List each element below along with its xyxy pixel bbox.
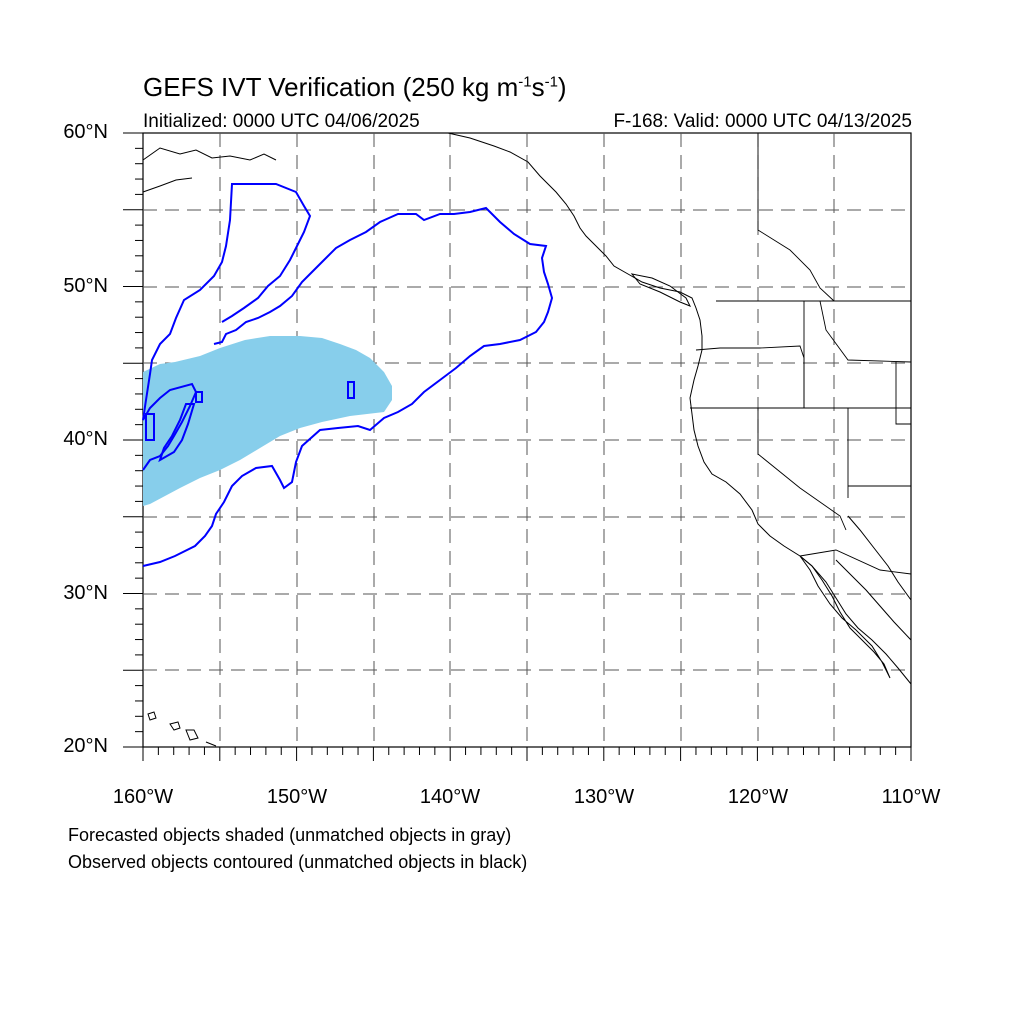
vancouver-island — [630, 273, 692, 307]
mainland-mexico — [847, 515, 912, 601]
lat-label-30: 30°N — [63, 582, 108, 604]
hawaii-island-2 — [169, 721, 181, 731]
forecast-footnote: Forecasted objects shaded (unmatched obj… — [68, 825, 512, 845]
lon-label-110: 110°W — [881, 786, 941, 808]
coastlines — [142, 132, 912, 747]
observed-object-main — [142, 206, 554, 567]
graticule — [143, 133, 911, 747]
initialized-label: Initialized: 0000 UTC 04/06/2025 — [143, 111, 420, 132]
lat-label-20: 20°N — [63, 735, 108, 757]
alaska-coast-west — [142, 177, 193, 193]
lon-label-140: 140°W — [419, 786, 481, 808]
lat-label-40: 40°N — [63, 428, 108, 450]
ca-nv-border — [757, 408, 847, 531]
political-borders — [690, 133, 912, 575]
observed-object-small-b — [158, 403, 196, 463]
lon-label-120: 120°W — [727, 786, 789, 808]
observed-object-north — [142, 183, 312, 471]
montana-border — [819, 300, 912, 363]
observed-footnote: Observed objects contoured (unmatched ob… — [68, 852, 528, 872]
chart-title: GEFS IVT Verification (250 kg m-1s-1) — [143, 72, 567, 102]
hawaii-island-4 — [205, 741, 217, 747]
hawaii-island-1 — [147, 711, 157, 721]
wyoming-border — [895, 362, 911, 425]
observed-object-small-c — [195, 391, 203, 403]
canada-border-bc-ab — [757, 133, 835, 302]
lon-label-130: 130°W — [573, 786, 635, 808]
forecast-object — [143, 336, 392, 506]
observed-contours — [142, 183, 554, 567]
baja-california — [799, 555, 891, 679]
observed-object-small-a — [145, 413, 155, 441]
tick-group — [123, 132, 912, 761]
hawaii-island-3 — [185, 729, 199, 741]
lat-label-50: 50°N — [63, 275, 108, 297]
lon-label-160: 160°W — [112, 786, 174, 808]
us-mexico-border — [799, 549, 912, 575]
baja-east-coast — [835, 559, 912, 641]
alaska-panhandle-coast — [447, 132, 912, 685]
lat-label-60: 60°N — [63, 121, 108, 143]
valid-label: F-168: Valid: 0000 UTC 04/13/2025 — [613, 111, 912, 132]
alaska-coast — [142, 147, 277, 161]
lon-label-150: 150°W — [266, 786, 328, 808]
observed-object-small-d — [347, 381, 355, 399]
